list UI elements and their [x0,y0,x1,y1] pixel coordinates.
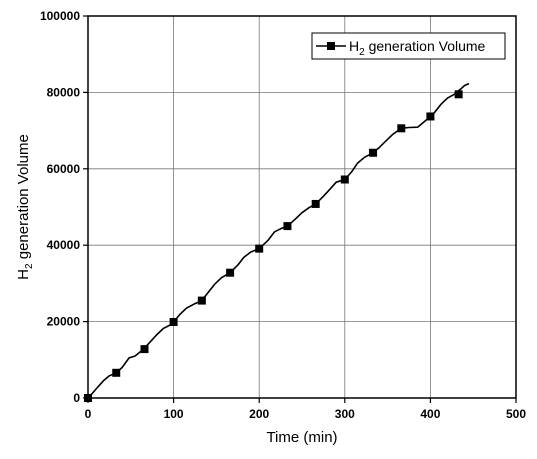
y-tick-label: 80000 [47,85,81,99]
x-tick-label: 300 [335,407,355,421]
x-tick-label: 500 [506,407,526,421]
y-tick-label: 100000 [40,9,80,23]
y-axis-tick-labels: 0 20000 40000 60000 80000 100000 [40,9,80,405]
axis-ticks [83,15,517,403]
data-point-marker [454,90,463,99]
y-axis-title-rest: generation Volume [15,134,32,263]
data-point-marker [255,244,264,253]
y-tick-label: 20000 [47,315,81,329]
y-axis-title: H2 generation Volume [15,134,35,280]
data-point-marker [369,148,378,157]
data-point-marker [112,368,121,377]
x-tick-label: 200 [249,407,269,421]
legend: H2 generation Volume [311,32,506,60]
data-point-marker [226,268,235,277]
y-axis-title-subscript: 2 [24,263,35,269]
x-tick-label: 400 [420,407,440,421]
x-axis-title: Time (min) [266,429,337,446]
gridlines [88,16,516,398]
legend-label-main: H [349,38,359,54]
series-group [84,82,470,402]
legend-label-rest: generation Volume [365,38,486,54]
x-tick-label: 100 [164,407,184,421]
legend-marker-square [327,42,335,50]
y-tick-label: 60000 [47,162,81,176]
legend-label: H2 generation Volume [349,38,486,58]
y-axis-title-main: H [15,269,32,280]
x-axis-tick-labels: 0 100 200 300 400 500 [85,407,527,421]
data-point-marker [426,112,435,121]
data-point-marker [397,124,406,133]
data-point-marker [311,199,320,208]
y-tick-label: 0 [73,391,80,405]
data-point-marker [283,222,292,231]
data-point-marker [197,296,206,305]
data-point-marker [140,345,149,354]
data-point-marker [169,317,178,326]
plot-area-frame [87,15,517,399]
legend-label-subscript: 2 [359,47,365,58]
data-point-marker [340,175,349,184]
data-point-marker [84,394,92,402]
y-tick-label: 40000 [47,238,81,252]
x-tick-label: 0 [85,407,92,421]
